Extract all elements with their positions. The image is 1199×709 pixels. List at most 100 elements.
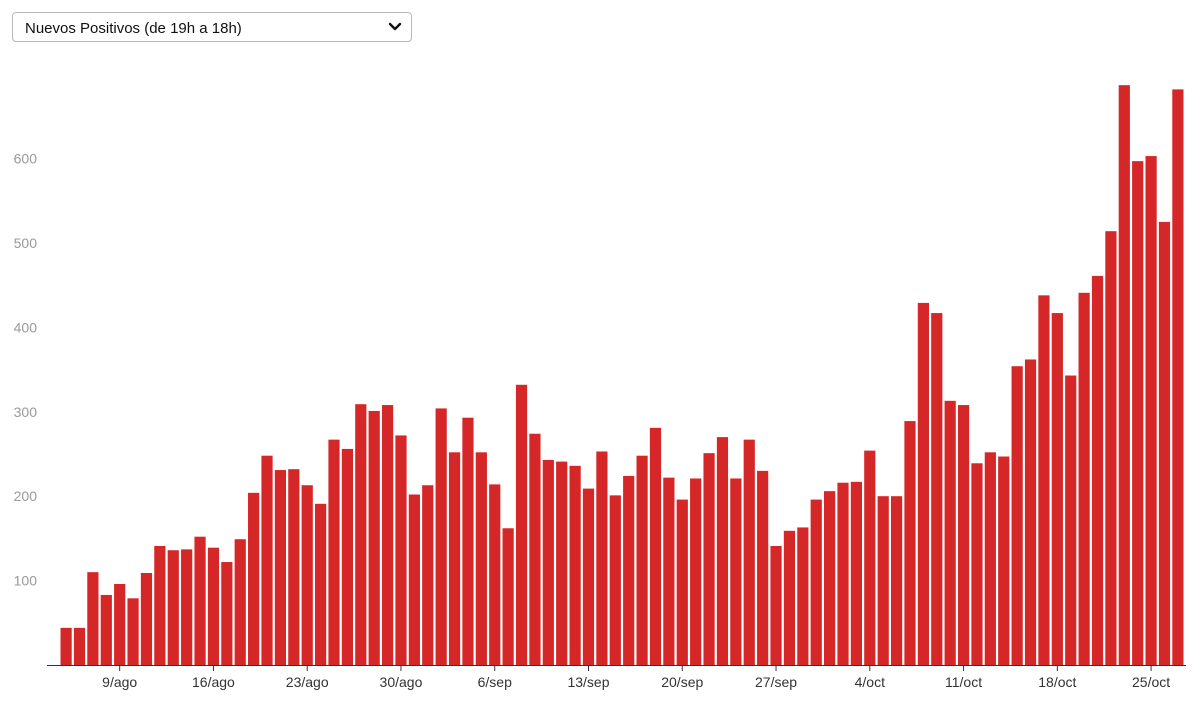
bar [261,455,273,665]
bar [1011,366,1023,665]
bar [87,572,99,665]
x-tick-label: 23/ago [286,674,329,690]
bar [1118,85,1130,666]
bar [1145,156,1157,665]
bar [931,313,943,665]
bar [810,499,822,665]
bar [957,405,970,665]
bar [328,439,340,665]
bar [837,482,849,665]
bar [824,491,836,665]
bar [515,384,528,665]
bar [73,627,86,665]
bar [368,410,380,665]
bar [234,539,246,665]
bar [114,583,126,665]
bar [1024,359,1037,665]
bar [435,408,447,665]
bar [489,484,501,665]
bar [609,495,621,665]
bar [1132,161,1144,665]
bar [850,481,862,665]
bar [944,400,956,665]
bar [475,452,487,665]
bar [1105,231,1117,665]
bar [971,463,983,665]
bar [917,302,929,665]
bar [127,598,139,665]
bar [783,530,796,665]
bar [890,496,903,665]
bar [140,573,153,665]
bar [60,627,72,665]
bar [341,448,353,665]
bars [60,85,1184,666]
x-tick-label: 9/ago [102,674,137,690]
y-tick-label: 200 [14,488,38,504]
y-tick-label: 500 [14,235,38,251]
bar [623,475,635,665]
chevron-down-icon [388,22,402,31]
x-axis: 9/ago 16/ago 23/ago 30/ago 6/sep 13/sep 20/sep… [102,665,1170,690]
bar [207,547,220,665]
bar [301,485,313,665]
bar [1051,313,1063,665]
x-tick-label: 25/oct [1132,674,1170,690]
bar [663,477,675,665]
bar [556,461,568,665]
metric-select-value: Nuevos Positivos (de 19h a 18h) [25,20,242,37]
bar [569,465,581,665]
bar [730,478,742,665]
bar [1078,292,1090,665]
bar [984,452,996,665]
y-axis: 100 200 300 400 500 600 [14,151,38,589]
bar [864,450,876,665]
x-tick-label: 6/sep [478,674,512,690]
bar [1038,295,1050,665]
bar [690,478,702,665]
bar [1091,275,1104,665]
bar [877,496,889,665]
bar [448,452,461,665]
bar [221,562,233,665]
bar [248,492,260,665]
bar [596,451,608,665]
bar [194,536,206,665]
bar [542,459,554,665]
x-tick-label: 11/oct [945,674,982,690]
metric-select[interactable]: Nuevos Positivos (de 19h a 18h) [12,12,412,42]
bar [1158,221,1171,665]
bar [395,435,407,665]
x-tick-label: 13/sep [567,674,609,690]
bar [315,503,327,665]
bar [770,546,782,665]
x-tick-label: 20/sep [661,674,703,690]
bar [676,499,688,665]
bar [797,527,809,665]
bar [154,546,166,665]
bar [381,405,394,665]
bar [462,417,474,665]
y-tick-label: 100 [14,573,38,589]
bar [181,549,193,665]
x-tick-label: 4/oct [855,674,885,690]
x-tick-label: 27/sep [755,674,797,690]
y-tick-label: 300 [14,404,38,420]
bar [288,469,300,665]
bar [355,404,367,665]
bar [998,456,1010,665]
bar [408,494,420,665]
bar [274,470,287,665]
x-tick-label: 16/ago [192,674,235,690]
bar [529,433,541,665]
bar [649,427,662,665]
bar [636,455,648,665]
x-tick-label: 18/oct [1038,674,1076,690]
bar [582,488,595,665]
bar [1172,89,1184,665]
bar [743,439,755,665]
bar [502,528,514,665]
bar [716,437,729,665]
bar [703,453,715,665]
